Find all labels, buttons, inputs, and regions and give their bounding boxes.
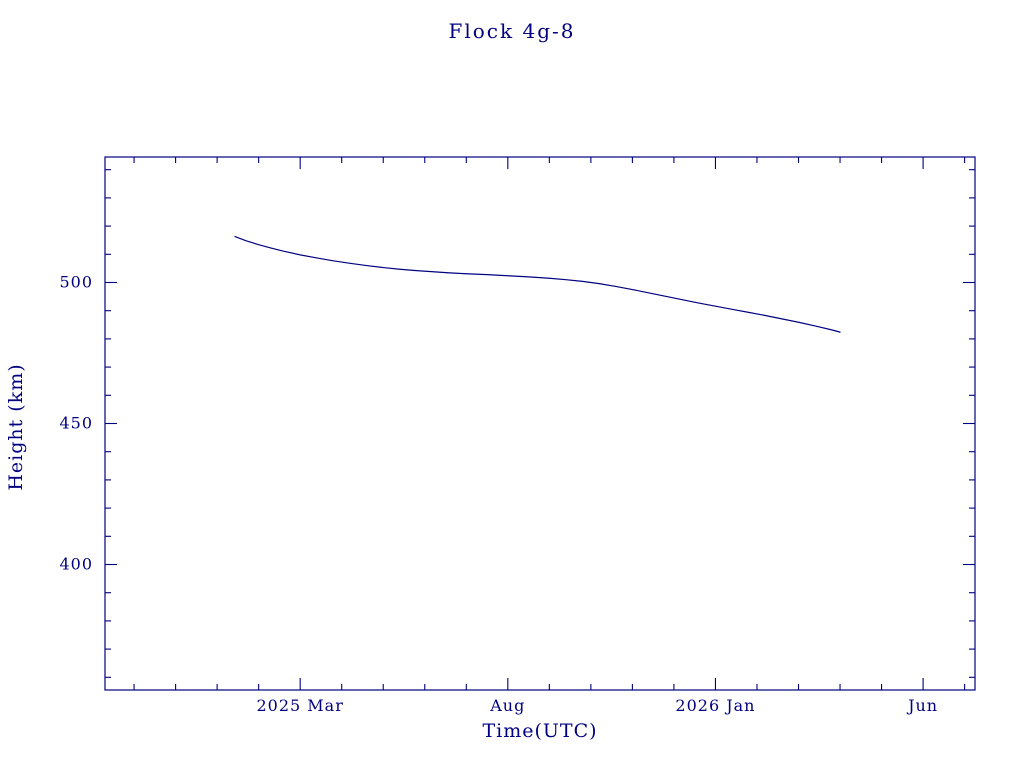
axis-ticks	[105, 157, 975, 690]
x-tick-label: 2025 Mar	[256, 696, 343, 715]
x-tick-label: 2026 Jan	[675, 696, 755, 715]
height-series-line	[234, 235, 841, 333]
axis-tick-labels: 2025 Mar Aug 2026 Jan Jun 400 450 500	[59, 272, 938, 715]
y-tick-label: 400	[59, 555, 93, 574]
y-tick-label: 450	[59, 414, 93, 433]
x-axis-label: Time(UTC)	[482, 720, 597, 742]
chart-title: Flock 4g-8	[448, 19, 575, 43]
y-axis-label: Height (km)	[5, 363, 27, 490]
y-tick-label: 500	[59, 272, 93, 291]
x-tick-label: Aug	[489, 696, 525, 715]
x-tick-label: Jun	[906, 696, 938, 715]
